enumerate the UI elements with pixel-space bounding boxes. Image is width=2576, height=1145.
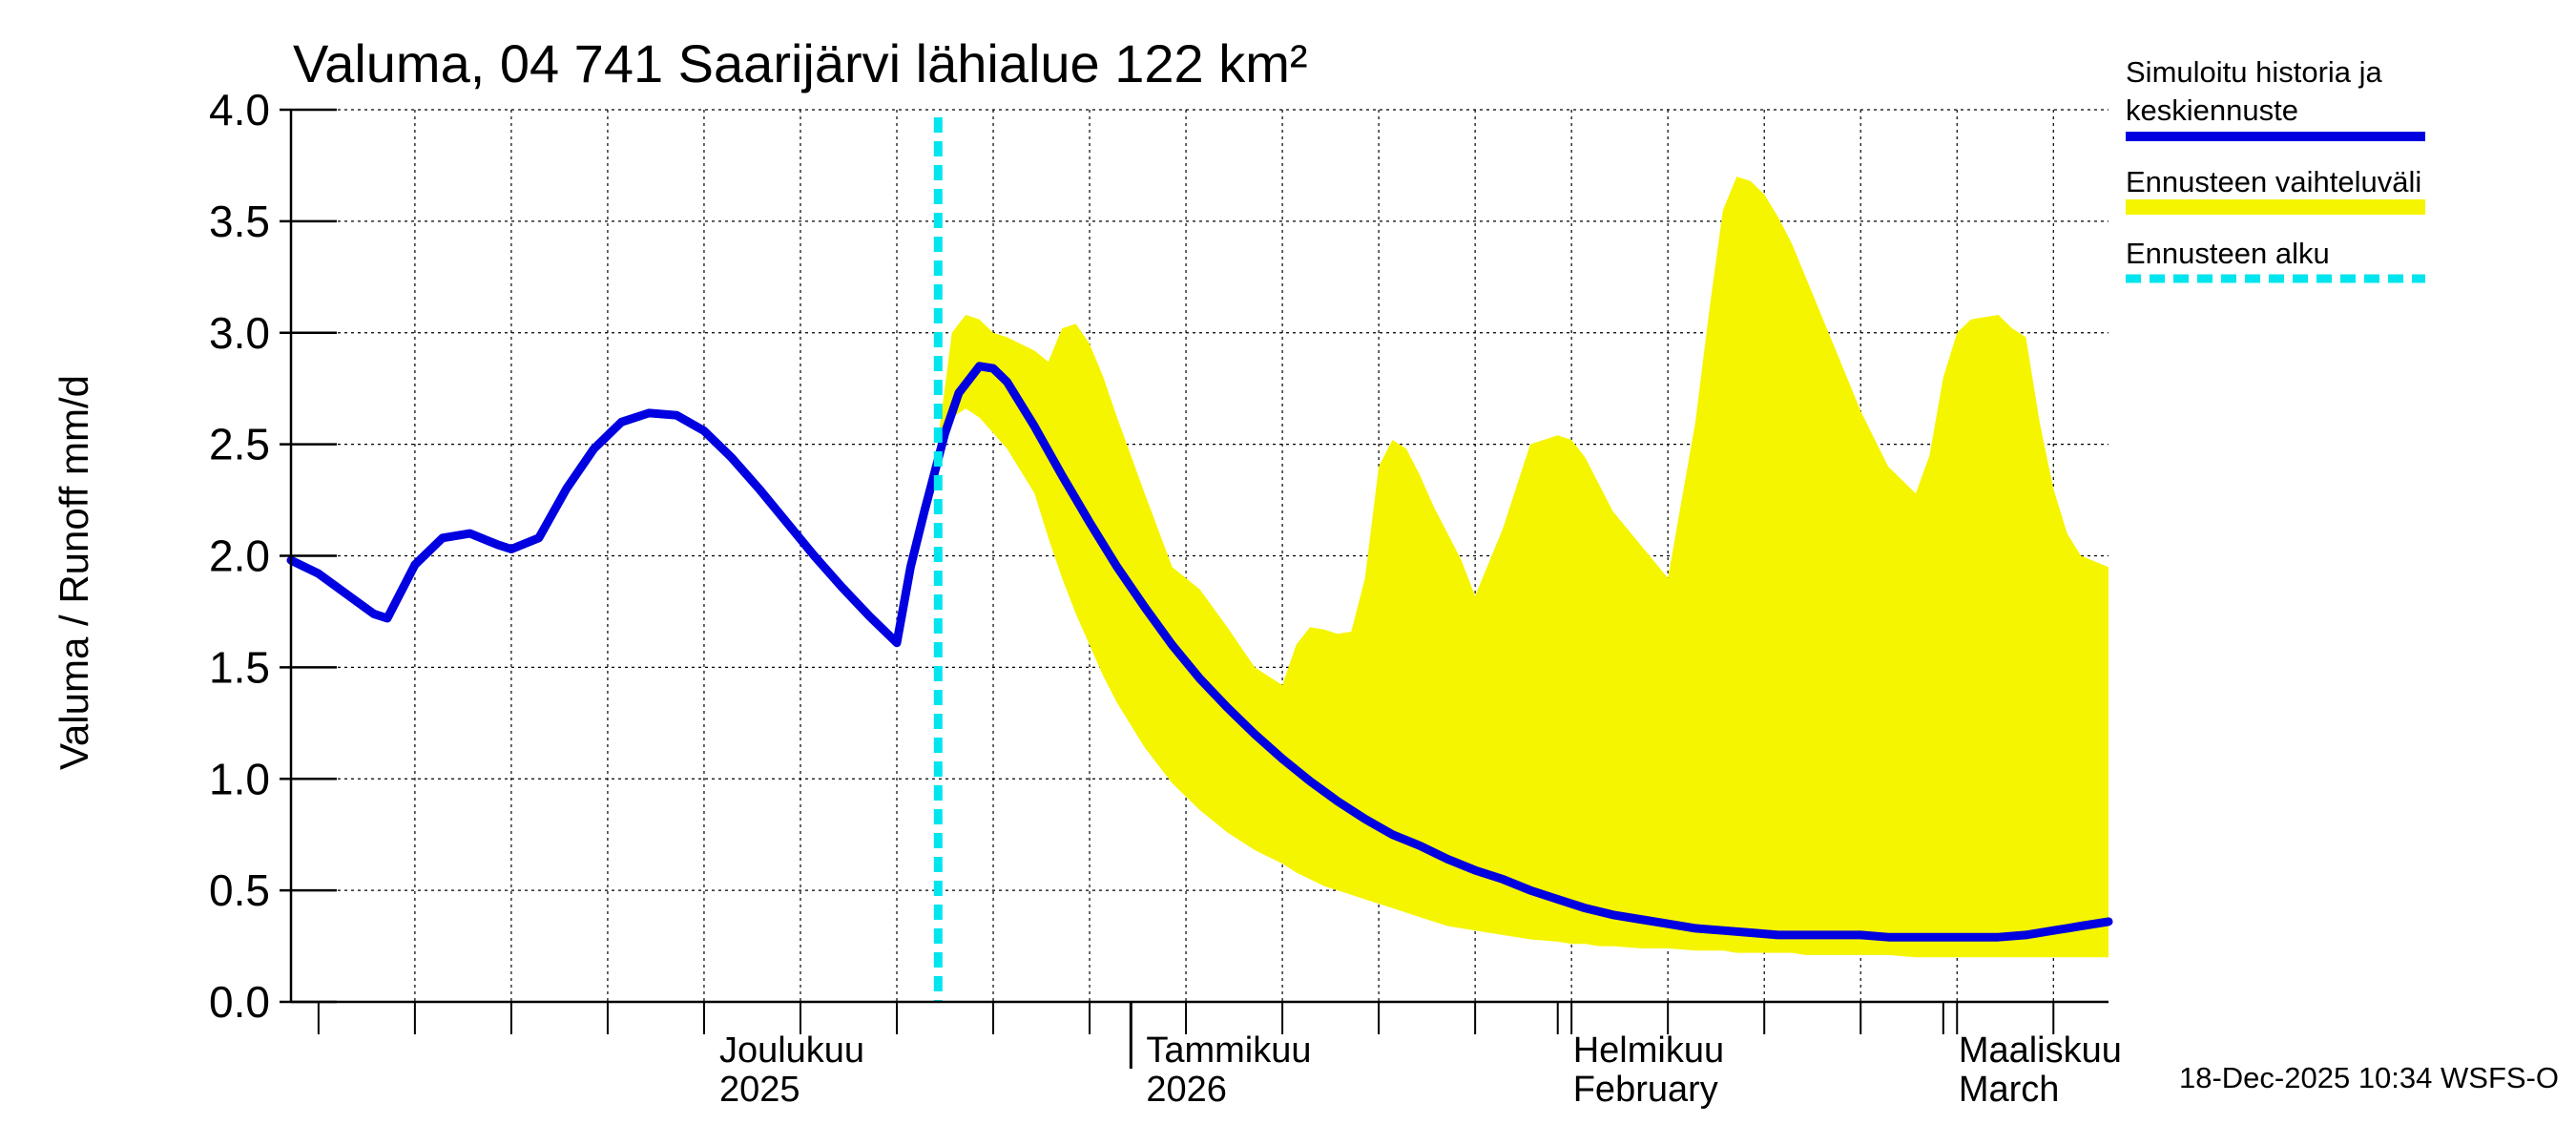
x-month-sublabel: March	[1959, 1070, 2060, 1110]
y-tick-label: 3.5	[209, 197, 270, 246]
x-month-sublabel: 2025	[719, 1070, 800, 1110]
y-tick-label: 1.5	[209, 642, 270, 692]
x-month-label: Tammikuu	[1146, 1030, 1311, 1071]
y-tick-label: 2.5	[209, 420, 270, 469]
y-tick-label: 1.0	[209, 754, 270, 803]
forecast-range-band	[938, 177, 2109, 958]
legend-label-band: Ennusteen vaihteluväli	[2126, 165, 2421, 198]
y-axis-label: Valuma / Runoff mm/d	[52, 375, 96, 770]
timestamp-footer: 18-Dec-2025 10:34 WSFS-O	[2179, 1061, 2559, 1094]
legend-label-history-2: keskiennuste	[2126, 94, 2298, 127]
y-tick-labels: 0.0 0.5 1.0 1.5 2.0 2.5 3.0 3.5 4.0	[209, 85, 270, 1027]
y-tick-label: 4.0	[209, 85, 270, 135]
x-month-label: Joulukuu	[719, 1030, 864, 1071]
y-tick-label: 3.0	[209, 308, 270, 358]
chart-title: Valuma, 04 741 Saarijärvi lähialue 122 k…	[293, 33, 1308, 94]
forecast-band-layer	[938, 177, 2109, 958]
x-month-sublabel: February	[1573, 1070, 1718, 1110]
x-month-label: Helmikuu	[1573, 1030, 1724, 1071]
x-month-sublabel: 2026	[1146, 1070, 1227, 1110]
y-tick-label: 0.5	[209, 865, 270, 915]
y-tick-label: 0.0	[209, 977, 270, 1027]
legend: Simuloitu historia ja keskiennuste Ennus…	[2126, 55, 2425, 283]
x-month-label: Maaliskuu	[1959, 1030, 2122, 1071]
axes	[280, 108, 2109, 1069]
y-tick-label: 2.0	[209, 531, 270, 581]
legend-label-history-1: Simuloitu historia ja	[2126, 55, 2383, 89]
legend-label-forecast-start: Ennusteen alku	[2126, 237, 2330, 270]
history-line-layer	[286, 362, 2113, 942]
history-median-line	[286, 362, 2113, 942]
